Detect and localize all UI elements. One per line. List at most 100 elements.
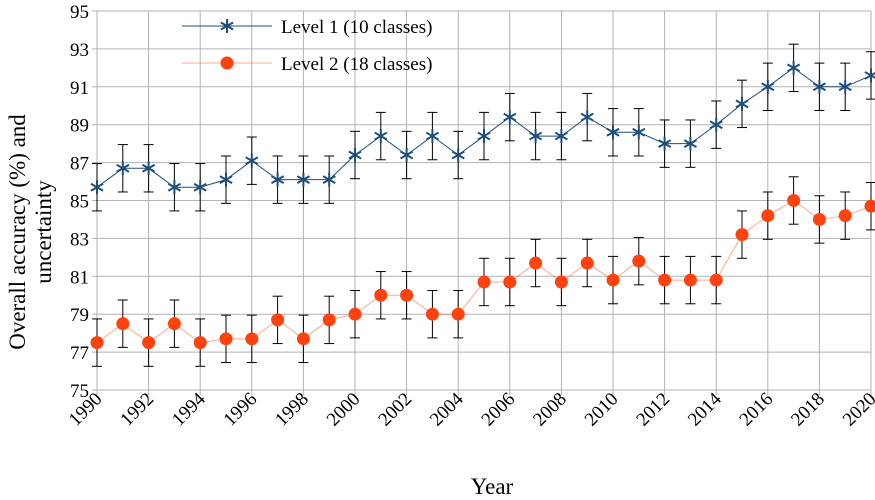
y-tick-label: 89: [70, 116, 89, 137]
x-tick-label: 2004: [426, 388, 468, 430]
data-point-circle: [425, 307, 439, 321]
legend-label-level-2: Level 2 (18 classes): [281, 54, 432, 75]
data-point-circle: [296, 332, 310, 346]
x-tick-label: 2010: [581, 389, 623, 431]
data-point-star: [529, 129, 543, 144]
data-point-circle: [142, 336, 156, 350]
data-point-star: [761, 79, 775, 94]
x-tick-label: 2000: [323, 389, 365, 431]
data-point-circle: [348, 307, 362, 321]
data-point-star: [296, 172, 310, 187]
data-point-circle: [167, 317, 181, 331]
legend-label-level-1: Level 1 (10 classes): [281, 17, 432, 38]
data-point-circle: [864, 199, 875, 213]
y-tick-label: 81: [70, 267, 89, 288]
data-point-circle: [503, 275, 517, 289]
data-point-star: [322, 172, 336, 187]
data-point-circle: [812, 212, 826, 226]
data-point-star: [606, 125, 620, 140]
legend-marker-level-1: [220, 19, 234, 33]
data-point-star: [477, 129, 491, 144]
data-point-circle: [245, 332, 259, 346]
data-point-star: [554, 129, 568, 144]
x-tick-label: 2006: [478, 389, 520, 431]
data-point-circle: [658, 273, 672, 287]
data-point-star: [425, 129, 439, 144]
y-axis-title-line-2: uncertainty: [31, 180, 56, 284]
data-point-star: [116, 161, 130, 176]
data-point-circle: [322, 313, 336, 327]
y-tick-label: 95: [70, 2, 89, 23]
data-point-star: [787, 60, 801, 75]
legend-star-icon: [220, 19, 234, 33]
data-point-circle: [374, 288, 388, 302]
grid-lines: [96, 10, 872, 391]
x-tick-label: 2008: [529, 389, 571, 431]
legend: Level 1 (10 classes) Level 2 (18 classes…: [182, 17, 432, 75]
x-tick-label: 1996: [220, 389, 262, 431]
data-point-star: [193, 180, 207, 195]
x-tick-label: 2014: [684, 388, 726, 430]
x-axis-ticks: 1990 1992 1994 1996 1998 2000 2002 2004 2006 2008…: [65, 388, 875, 430]
x-tick-label: 2020: [839, 389, 875, 431]
data-point-circle: [735, 228, 749, 242]
data-point-star: [142, 161, 156, 176]
data-point-circle: [219, 332, 233, 346]
data-point-star: [503, 110, 517, 125]
data-point-circle: [193, 336, 207, 350]
data-point-circle: [606, 273, 620, 287]
data-point-star: [735, 96, 749, 111]
y-tick-label: 85: [70, 192, 89, 213]
data-point-star: [658, 136, 672, 151]
data-point-star: [219, 172, 233, 187]
data-point-circle: [271, 313, 285, 327]
data-point-circle: [90, 336, 104, 350]
series-level-2: [90, 176, 875, 367]
y-tick-label: 93: [70, 40, 89, 61]
data-point-star: [348, 148, 362, 163]
y-tick-label: 87: [70, 154, 89, 175]
x-axis-title: Year: [471, 474, 514, 499]
data-point-circle: [116, 317, 130, 331]
data-point-star: [271, 172, 285, 187]
series-level-1: [90, 43, 875, 212]
x-tick-label: 1992: [116, 389, 158, 431]
y-tick-label: 79: [70, 305, 89, 326]
x-tick-label: 2018: [787, 389, 829, 431]
data-point-circle: [400, 288, 414, 302]
y-axis-ticks: 75 77 79 81 83 85 87 89 91 93 95: [70, 2, 97, 402]
x-tick-label: 2002: [374, 389, 416, 431]
data-point-star: [374, 129, 388, 144]
data-point-circle: [529, 256, 543, 270]
x-tick-label: 1998: [271, 389, 313, 431]
data-point-star: [864, 68, 875, 83]
data-point-circle: [683, 273, 697, 287]
y-axis-title: Overall accuracy (%) and uncertainty: [5, 114, 56, 350]
y-tick-label: 75: [70, 381, 89, 402]
data-point-star: [709, 117, 723, 132]
data-point-circle: [787, 194, 801, 207]
data-point-star: [812, 79, 826, 94]
data-point-star: [632, 125, 646, 140]
data-point-star: [838, 79, 852, 94]
data-point-star: [90, 180, 104, 195]
y-tick-label: 91: [70, 78, 89, 99]
legend-circle-icon: [220, 56, 234, 70]
data-point-circle: [451, 307, 465, 321]
data-point-star: [245, 153, 259, 168]
data-point-star: [580, 110, 594, 125]
legend-marker-level-2: [220, 56, 234, 70]
x-tick-label: 2012: [632, 389, 674, 431]
y-tick-label: 83: [70, 229, 89, 250]
data-point-circle: [761, 209, 775, 223]
series-layer: [90, 43, 875, 367]
data-point-star: [451, 148, 465, 163]
data-point-star: [400, 148, 414, 163]
y-tick-label: 77: [70, 343, 89, 364]
x-tick-label: 1994: [168, 388, 210, 430]
data-point-star: [167, 180, 181, 195]
x-tick-label: 2016: [736, 389, 778, 431]
data-point-circle: [632, 254, 646, 268]
data-point-circle: [838, 209, 852, 223]
